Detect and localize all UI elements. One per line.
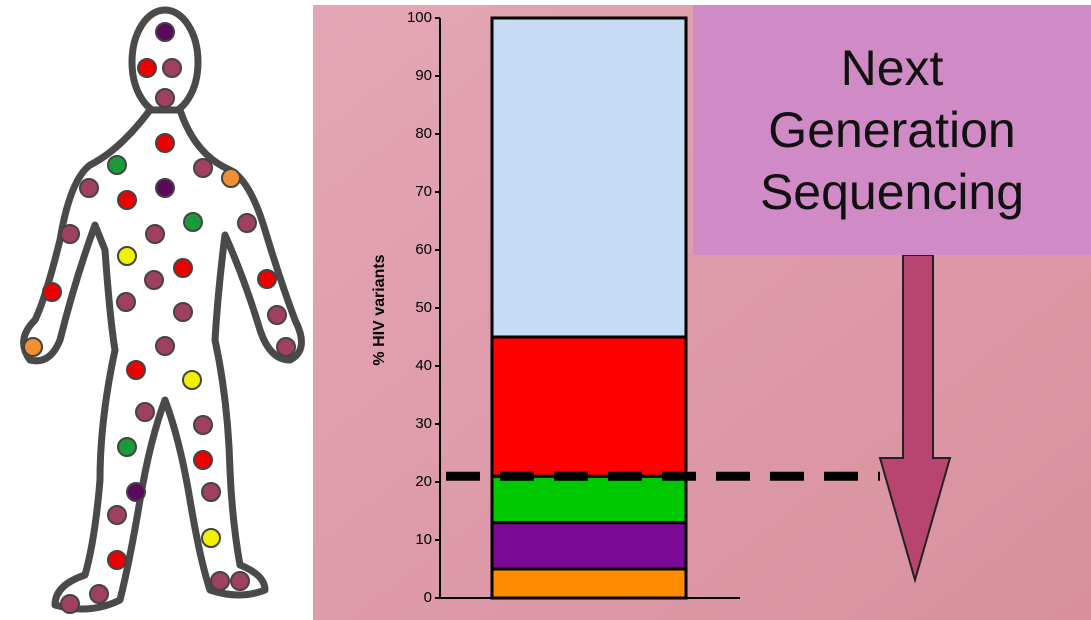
y-tick-label: 50 [415,299,432,316]
bar-segment [492,523,686,569]
y-tick-label: 100 [407,9,432,26]
y-tick-label: 0 [424,589,432,606]
bar-segment [492,18,686,337]
y-tick-label: 40 [415,357,432,374]
annotation-box: Next Generation Sequencing [693,5,1091,255]
y-tick-label: 90 [415,67,432,84]
bar-segment [492,337,686,476]
bar-segment [492,476,686,522]
y-tick-label: 60 [415,241,432,258]
y-tick-label: 70 [415,183,432,200]
y-tick-label: 30 [415,415,432,432]
slide: % HIV variants 0 10 20 30 40 50 60 70 80 90 100 Ne… [0,0,1091,620]
bar-segment [492,569,686,598]
y-tick-label: 20 [415,473,432,490]
y-tick-label: 10 [415,531,432,548]
y-tick-label: 80 [415,125,432,142]
y-axis-label: % HIV variants [371,254,388,365]
